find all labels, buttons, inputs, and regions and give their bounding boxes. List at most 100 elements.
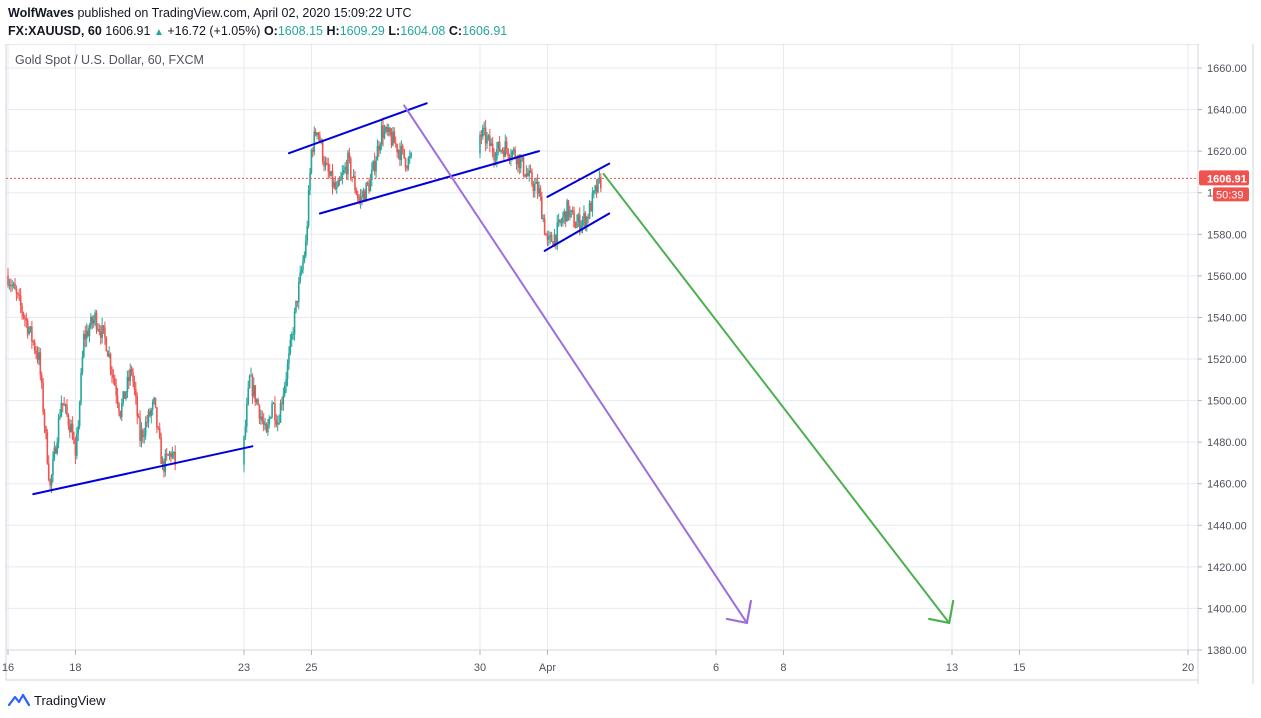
candle-body [144, 422, 147, 436]
candle-body [83, 334, 85, 357]
candle-body [64, 404, 67, 406]
candle-body [57, 417, 60, 443]
current-price-label: 1606.91 [1207, 173, 1247, 185]
candle-body [406, 167, 408, 169]
candle-body [59, 416, 61, 418]
candle-body [149, 411, 151, 416]
candle-body [247, 387, 250, 405]
channel-upper-1[interactable] [287, 102, 428, 155]
candle-body [261, 416, 264, 422]
candle-body [70, 423, 73, 433]
purple-forecast-arrow[interactable] [403, 104, 748, 624]
header: WolfWaves published on TradingView.com, … [8, 4, 1248, 40]
candle-body [66, 404, 68, 415]
candle-body [253, 385, 255, 397]
candle-body [271, 403, 273, 417]
green-forecast-arrow[interactable] [602, 173, 951, 624]
current-price-tag-box [1199, 170, 1249, 186]
candle-body [496, 149, 498, 160]
candle-body [118, 403, 120, 412]
y-tick-label: 1500.00 [1207, 396, 1247, 408]
tradingview-brand[interactable]: TradingView [34, 692, 106, 708]
candle-body [487, 135, 490, 137]
candle-body [590, 202, 592, 212]
candle-body [125, 391, 127, 399]
x-tick-label: 18 [69, 662, 81, 674]
tradingview-logo-icon[interactable] [8, 692, 30, 708]
candle-body [174, 451, 176, 465]
candle-body [74, 443, 77, 456]
candle-body [503, 150, 505, 157]
candle-body [581, 219, 584, 226]
candle-body [31, 326, 33, 342]
candle-body [123, 391, 126, 399]
low-label: L: [388, 24, 401, 38]
current-price-tag: 1606.91 50:39 [1199, 170, 1249, 202]
candle-body [372, 160, 375, 170]
channel-lower-2[interactable] [543, 212, 611, 252]
candle-body [368, 183, 370, 192]
candle-body [143, 435, 146, 437]
candle-body [524, 174, 526, 177]
candle-body [354, 176, 356, 190]
candle-body [399, 150, 401, 161]
symbol-name[interactable]: FX:XAUUSD, 60 [8, 24, 102, 38]
candle-body [521, 157, 523, 160]
candle-body [550, 234, 553, 242]
candle-body [243, 436, 245, 465]
candle-body [344, 166, 346, 170]
author-name[interactable]: WolfWaves [8, 6, 74, 20]
candle-body [283, 385, 286, 395]
candle-body [111, 369, 113, 375]
candle-body [334, 182, 337, 189]
open-label: O: [263, 24, 278, 38]
candle-body [317, 132, 320, 136]
candle-body [297, 282, 300, 303]
candle-body [265, 423, 268, 433]
published-text: published on TradingView.com, April 02, … [77, 6, 412, 20]
candle-body [333, 182, 335, 187]
drawings[interactable] [32, 102, 955, 625]
candle-body [275, 420, 278, 425]
candle-body [375, 160, 377, 172]
channel-lower-1[interactable] [318, 150, 540, 215]
candle-body [19, 295, 22, 306]
candle-body [104, 327, 106, 338]
candle-body [39, 352, 42, 375]
candle-body [119, 411, 122, 418]
candle-body [156, 407, 158, 428]
candle-body [154, 397, 157, 408]
purple-forecast-arrow-head-icon[interactable] [725, 599, 753, 625]
symbol-line: FX:XAUUSD, 60 1606.91 ▲ +16.72 (+1.05%) … [8, 22, 1248, 40]
price-axis[interactable]: 1380.00 1400.00 1420.00 1440.00 1460.00 1480.… [1198, 63, 1247, 657]
price-chart[interactable]: Gold Spot / U.S. Dollar, 60, FXCM 1380.0… [0, 44, 1261, 684]
candle-body [276, 423, 279, 425]
support-line-march[interactable] [32, 445, 254, 496]
candle-body [146, 422, 148, 424]
candle-body [22, 312, 25, 318]
candle-body [32, 341, 35, 343]
candle-body [168, 452, 171, 456]
candle-body [580, 225, 582, 231]
candle-body [369, 179, 372, 192]
candle-body [310, 149, 313, 173]
candle-body [592, 190, 595, 194]
candle-body [535, 181, 537, 184]
candle-body [518, 154, 521, 169]
candle-body [559, 219, 561, 223]
candle-body [15, 289, 18, 294]
candle-body [396, 144, 398, 153]
candle-body [160, 437, 162, 464]
green-forecast-arrow-head-icon[interactable] [928, 599, 955, 625]
candle-body [542, 218, 545, 220]
candle-body [594, 185, 596, 191]
candle-body [279, 403, 282, 423]
candle-body [486, 136, 488, 144]
candle-body [528, 170, 530, 176]
candle-body [35, 350, 37, 354]
candle-body [18, 294, 21, 296]
time-axis[interactable]: 16 18 23 25 30 Apr 6 8 13 15 20 [2, 649, 1198, 674]
channel-upper-2[interactable] [546, 162, 611, 198]
last-price: 1606.91 [105, 24, 151, 38]
candle-body [522, 157, 525, 175]
